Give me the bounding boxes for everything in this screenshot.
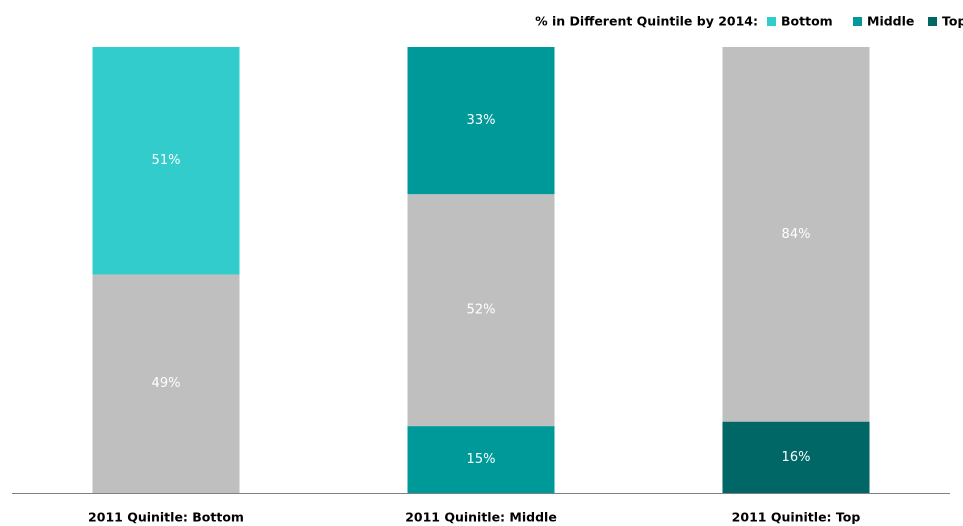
bar-segment xyxy=(92,274,240,493)
bar-segment xyxy=(407,426,555,493)
bar-segment xyxy=(407,47,555,195)
bar-segment xyxy=(407,194,555,427)
value-label: 52% xyxy=(467,303,496,318)
value-label: 84% xyxy=(782,227,811,242)
x-tick-label: 2011 Quinitle: Bottom xyxy=(88,510,244,525)
legend-label: Top xyxy=(942,14,963,29)
bar-segment xyxy=(722,421,870,493)
value-label: 15% xyxy=(467,452,496,467)
legend-label: Bottom xyxy=(781,14,833,29)
x-tick-label: 2011 Quinitle: Top xyxy=(732,510,861,525)
x-tick-label: 2011 Quinitle: Middle xyxy=(405,510,557,525)
value-label: 51% xyxy=(152,153,181,168)
legend-swatch xyxy=(928,17,937,26)
legend-swatch xyxy=(767,17,776,26)
bar-segment xyxy=(722,47,870,422)
bar-segment xyxy=(92,47,240,275)
legend-swatch xyxy=(853,17,862,26)
legend-title: % in Different Quintile by 2014: xyxy=(535,14,758,29)
value-label: 16% xyxy=(782,450,811,465)
value-label: 33% xyxy=(467,113,496,128)
value-label: 49% xyxy=(152,376,181,391)
legend-label: Middle xyxy=(867,14,914,29)
